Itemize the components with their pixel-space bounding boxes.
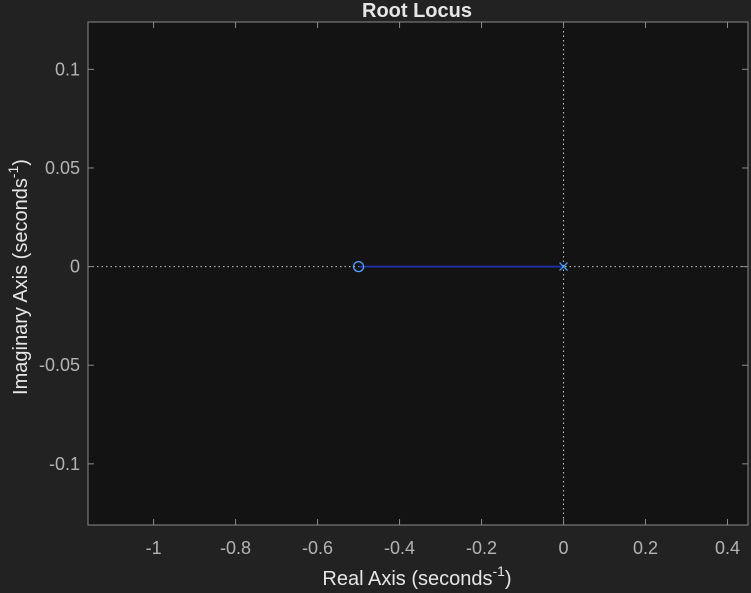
x-axis-label-main: Real Axis (seconds — [322, 568, 492, 590]
zero-marker-0 — [352, 260, 365, 273]
chart-title: Root Locus — [362, 0, 472, 22]
y-axis-label-close: ) — [10, 159, 32, 166]
x-tick-label-6: 0.2 — [633, 538, 658, 558]
x-axis-label: Real Axis (seconds-1) — [322, 563, 511, 590]
x-tick-label-7: 0.4 — [715, 538, 740, 558]
axes-background — [88, 22, 748, 525]
x-axis-label-exponent: -1 — [492, 563, 505, 579]
y-tick-label-0: 0.1 — [55, 59, 80, 79]
y-axis-label-exponent: -1 — [5, 166, 21, 179]
y-axis-label-main: Imaginary Axis (seconds — [10, 178, 32, 395]
y-tick-label-1: 0.05 — [45, 158, 80, 178]
pole-marker-0 — [559, 262, 568, 272]
axes-border — [87, 21, 749, 526]
y-tick-label-2: 0 — [70, 257, 80, 277]
y-axis-label: Imaginary Axis (seconds-1) — [5, 159, 32, 395]
y-tick-label-3: -0.05 — [39, 355, 80, 375]
x-tick-label-1: -0.8 — [220, 538, 251, 558]
x-tick-label-0: -1 — [146, 538, 162, 558]
y-tick-label-4: -0.1 — [49, 454, 80, 474]
x-tick-label-5: 0 — [559, 538, 569, 558]
x-axis-label-close: ) — [505, 568, 512, 590]
x-tick-label-2: -0.6 — [302, 538, 333, 558]
x-tick-label-4: -0.2 — [466, 538, 497, 558]
plot-area: -1 -0.8 -0.6 -0.4 -0.2 0 0.2 0.4 0.1 0.05 0 -0.05 -0… — [39, 21, 749, 558]
x-tick-label-3: -0.4 — [384, 538, 415, 558]
